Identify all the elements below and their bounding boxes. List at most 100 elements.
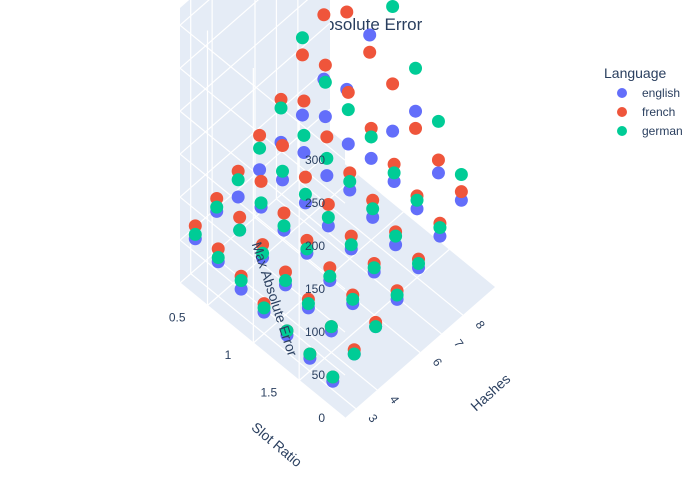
legend-label-english: english xyxy=(642,86,680,100)
data-point-english xyxy=(386,124,400,138)
data-point-english xyxy=(295,108,309,122)
x-tick-label: 6 xyxy=(430,355,445,369)
data-point-german xyxy=(295,31,309,45)
data-point-german xyxy=(257,301,271,315)
plot-scene[interactable]: 0 50 100 150 200 250 300 34 678 0.5 1 1.5 Hashes Sl… xyxy=(169,0,514,470)
data-point-french xyxy=(295,48,309,62)
data-point-german xyxy=(211,250,225,264)
legend-label-german: german xyxy=(642,124,683,138)
data-point-german xyxy=(277,219,291,233)
data-point-german xyxy=(433,221,447,235)
data-point-german xyxy=(320,151,334,165)
z-tick-label: 200 xyxy=(305,239,325,253)
z-gridline xyxy=(179,0,210,26)
data-point-german xyxy=(276,164,289,178)
x-tick-label: 8 xyxy=(472,318,487,332)
data-point-french xyxy=(454,185,468,199)
legend[interactable]: Language english french german xyxy=(604,65,683,138)
data-point-german xyxy=(321,210,335,224)
y-axis-title: Slot Ratio xyxy=(249,419,306,470)
data-point-english xyxy=(297,146,311,160)
data-point-german xyxy=(431,114,445,128)
x-axis-title: Hashes xyxy=(467,371,513,415)
data-point-german xyxy=(367,261,381,275)
data-point-german xyxy=(454,167,468,181)
data-point-french xyxy=(363,45,377,59)
data-point-french xyxy=(386,77,400,91)
data-point-german xyxy=(274,101,288,115)
data-point-german xyxy=(412,256,426,270)
data-point-german xyxy=(298,187,312,201)
data-point-german xyxy=(300,242,314,256)
y-tick-label: 1.5 xyxy=(260,386,277,400)
x-tick-label: 4 xyxy=(387,393,402,407)
legend-item-french[interactable]: french xyxy=(617,105,675,119)
data-point-english xyxy=(318,110,332,124)
data-point-french xyxy=(254,174,268,188)
data-point-english xyxy=(363,28,377,42)
data-point-german xyxy=(231,173,245,187)
data-point-french xyxy=(298,170,312,184)
data-point-german xyxy=(278,274,292,288)
z-tick-label: 0 xyxy=(318,411,325,425)
y-tick-label: 1 xyxy=(225,348,232,362)
data-point-french xyxy=(431,153,445,167)
data-point-english xyxy=(341,137,355,151)
legend-item-german[interactable]: german xyxy=(617,124,683,138)
data-point-german xyxy=(346,292,360,306)
data-point-german xyxy=(256,246,270,260)
data-point-german xyxy=(280,324,294,338)
legend-label-french: french xyxy=(642,105,675,119)
data-point-german xyxy=(297,128,311,142)
data-point-english xyxy=(253,163,267,177)
data-point-german xyxy=(369,320,383,334)
data-point-german xyxy=(233,223,247,237)
data-point-german xyxy=(347,347,361,361)
data-point-german xyxy=(323,269,337,283)
data-point-german xyxy=(253,141,267,155)
data-point-french xyxy=(233,210,247,224)
data-point-german xyxy=(210,200,224,214)
z-tick-label: 250 xyxy=(305,196,325,210)
data-point-german xyxy=(409,61,423,75)
z-tick-label: 300 xyxy=(305,153,325,167)
data-point-french xyxy=(341,85,355,99)
y-gridline xyxy=(207,174,358,306)
data-point-french xyxy=(317,8,331,22)
y-gridline xyxy=(298,249,450,381)
data-point-german xyxy=(254,196,268,210)
data-point-french xyxy=(340,5,354,19)
data-point-german xyxy=(343,174,357,188)
data-point-german xyxy=(341,103,355,117)
data-point-german xyxy=(366,202,380,216)
x-tick-label: 7 xyxy=(451,337,466,351)
data-point-french xyxy=(320,130,334,144)
data-point-german xyxy=(234,274,248,288)
data-point-german xyxy=(318,75,332,89)
y-tick-label: 0.5 xyxy=(169,311,186,325)
legend-item-english[interactable]: english xyxy=(617,86,680,100)
data-point-german xyxy=(344,238,358,252)
data-point-french xyxy=(276,138,289,152)
legend-marker-german xyxy=(617,126,627,136)
data-point-german xyxy=(386,0,400,14)
legend-marker-french xyxy=(617,107,627,117)
legend-title: Language xyxy=(604,65,667,81)
data-point-german xyxy=(390,288,404,302)
data-point-french xyxy=(409,121,423,135)
data-point-english xyxy=(320,169,334,183)
data-point-german xyxy=(303,347,317,361)
data-point-german xyxy=(389,229,403,243)
legend-marker-english xyxy=(617,88,627,98)
data-point-french xyxy=(277,206,291,220)
data-point-english xyxy=(409,104,423,118)
data-point-french xyxy=(318,58,332,72)
data-point-english xyxy=(231,190,245,204)
data-point-english xyxy=(431,166,445,180)
data-point-german xyxy=(387,166,401,180)
data-point-german xyxy=(364,130,378,144)
data-point-german xyxy=(326,370,340,384)
data-point-french xyxy=(321,197,335,211)
data-point-french xyxy=(253,128,267,142)
